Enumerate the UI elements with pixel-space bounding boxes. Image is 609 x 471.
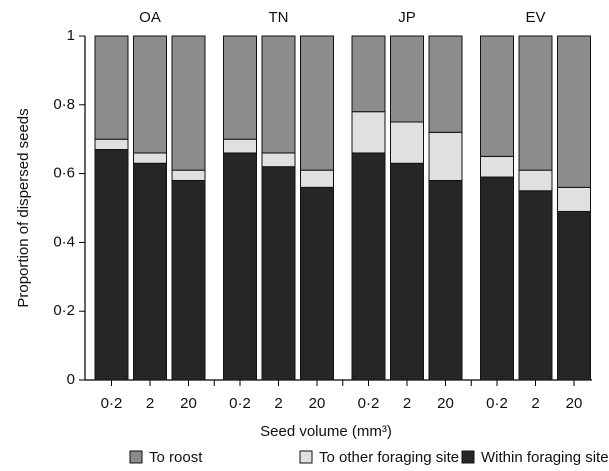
- x-tick-label: 20: [566, 395, 583, 412]
- y-tick-label: 0·8: [53, 96, 75, 113]
- group-label: OA: [139, 9, 161, 26]
- bar-segment: [351, 111, 386, 154]
- bar-segment: [171, 35, 206, 171]
- bar-segment: [518, 35, 553, 171]
- bar-segment: [390, 162, 424, 381]
- bar-segment: [518, 169, 553, 192]
- x-tick-label: 0·2: [229, 395, 251, 412]
- bar-segment: [133, 162, 167, 381]
- y-axis-label: Proportion of dispersed seeds: [15, 108, 32, 307]
- bar-segment: [480, 176, 514, 381]
- legend-label: To other foraging site: [319, 449, 459, 466]
- bar-segment: [557, 35, 591, 188]
- group-label: TN: [269, 9, 289, 26]
- bar-segment: [390, 35, 424, 123]
- bar-segment: [261, 152, 296, 168]
- x-tick-label: 20: [180, 395, 197, 412]
- y-tick-label: 0·6: [53, 165, 75, 182]
- bar-segment: [261, 35, 296, 154]
- bar-segment: [300, 186, 334, 381]
- bar-segment: [390, 121, 424, 164]
- bar-segment: [557, 186, 591, 212]
- bar-segment: [428, 35, 463, 133]
- x-tick-label: 2: [531, 395, 539, 412]
- bar-segment: [133, 35, 167, 154]
- bar-segment: [351, 35, 386, 113]
- x-axis-label: Seed volume (mm³): [260, 423, 392, 440]
- bar-segment: [94, 138, 129, 151]
- bar-segment: [133, 152, 167, 164]
- y-tick-label: 0·2: [53, 302, 75, 319]
- x-tick-label: 0·2: [486, 395, 508, 412]
- bar-segment: [223, 138, 257, 154]
- x-tick-label: 20: [437, 395, 454, 412]
- bar-segment: [428, 131, 463, 181]
- x-tick-label: 0·2: [101, 395, 123, 412]
- bar-segment: [300, 169, 334, 188]
- group-label: JP: [398, 9, 416, 26]
- bar-segment: [94, 149, 129, 381]
- bar-segment: [351, 152, 386, 381]
- x-tick-label: 2: [274, 395, 282, 412]
- bar-segment: [557, 210, 591, 381]
- bar-segment: [428, 179, 463, 381]
- legend-swatch: [129, 450, 143, 464]
- legend-label: To roost: [149, 449, 203, 466]
- x-tick-label: 0·2: [358, 395, 380, 412]
- bar-segment: [518, 190, 553, 381]
- bar-segment: [223, 152, 257, 381]
- legend-swatch: [299, 450, 313, 464]
- y-tick-label: 1: [67, 27, 75, 44]
- y-tick-label: 0·4: [53, 233, 75, 250]
- y-tick-label: 0: [67, 371, 75, 388]
- group-label: EV: [525, 9, 545, 26]
- bar-segment: [223, 35, 257, 140]
- bar-segment: [171, 169, 206, 181]
- bar-segment: [480, 35, 514, 157]
- legend-swatch: [461, 450, 475, 464]
- x-tick-label: 20: [309, 395, 326, 412]
- legend-label: Within foraging site: [481, 449, 609, 466]
- bar-segment: [480, 155, 514, 178]
- bar-segment: [94, 35, 129, 140]
- bar-segment: [171, 179, 206, 381]
- bar-segment: [300, 35, 334, 171]
- x-tick-label: 2: [146, 395, 154, 412]
- bar-segment: [261, 166, 296, 381]
- x-tick-label: 2: [403, 395, 411, 412]
